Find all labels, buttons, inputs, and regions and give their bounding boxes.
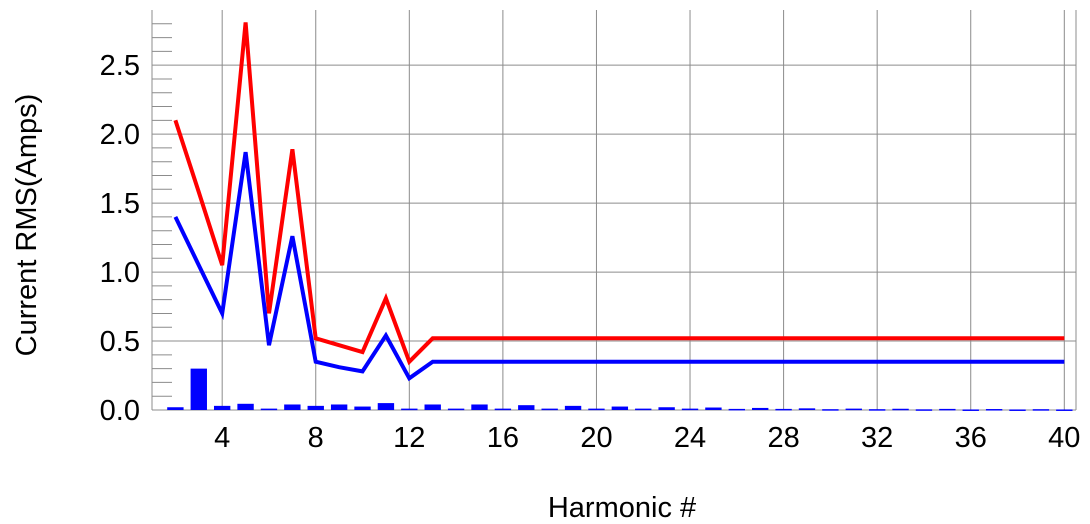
y-minor-ticks bbox=[152, 23, 172, 397]
bar-14 bbox=[447, 408, 465, 411]
grid-lines bbox=[151, 10, 1077, 411]
x-tick-labels: 4 8 12 16 20 24 28 32 36 40 bbox=[214, 422, 1080, 454]
bar-29 bbox=[798, 408, 816, 410]
bar-12 bbox=[401, 408, 418, 411]
bar-39 bbox=[1032, 409, 1050, 411]
bar-9 bbox=[330, 404, 348, 410]
x-axis-title: Harmonic # bbox=[548, 492, 696, 524]
bar-13 bbox=[424, 404, 441, 410]
x-tick-label-32: 32 bbox=[861, 422, 893, 454]
bar-37 bbox=[985, 409, 1003, 411]
y-axis-title: Current RMS(Amps) bbox=[11, 94, 43, 357]
bar-28 bbox=[775, 408, 792, 411]
x-tick-label-16: 16 bbox=[487, 422, 519, 454]
x-tick-label-40: 40 bbox=[1048, 422, 1080, 454]
bar-10 bbox=[354, 406, 371, 410]
bar-21 bbox=[611, 406, 629, 410]
bar-4 bbox=[213, 405, 231, 410]
x-tick-label-8: 8 bbox=[308, 422, 324, 454]
bar-5 bbox=[237, 403, 254, 410]
bar-27 bbox=[752, 407, 769, 410]
bar-36 bbox=[962, 409, 979, 411]
y-tick-label-1: 0.5 bbox=[100, 326, 140, 358]
bar-24 bbox=[681, 408, 699, 411]
bar-23 bbox=[658, 407, 675, 410]
bar-31 bbox=[845, 408, 862, 411]
line-series-1 bbox=[173, 151, 1065, 382]
bar-17 bbox=[518, 405, 535, 410]
bar-18 bbox=[541, 408, 558, 411]
bar-6 bbox=[260, 408, 278, 411]
x-tick-label-20: 20 bbox=[580, 422, 612, 454]
bar-35 bbox=[939, 408, 956, 411]
x-tick-label-4: 4 bbox=[214, 422, 230, 454]
y-tick-label-0: 0.0 bbox=[100, 395, 140, 427]
bar-26 bbox=[728, 408, 745, 411]
bar-33 bbox=[892, 408, 909, 411]
y-tick-label-2: 1.0 bbox=[100, 257, 140, 289]
bar-8 bbox=[307, 405, 324, 410]
bar-32 bbox=[868, 409, 886, 411]
bar-11 bbox=[377, 403, 395, 410]
bar-22 bbox=[635, 408, 652, 411]
x-tick-label-36: 36 bbox=[955, 422, 987, 454]
bar-40 bbox=[1056, 409, 1073, 411]
x-tick-label-24: 24 bbox=[674, 422, 706, 454]
bar-16 bbox=[494, 408, 512, 411]
bar-3 bbox=[190, 368, 207, 410]
bar-38 bbox=[1009, 409, 1026, 411]
x-tick-label-12: 12 bbox=[393, 422, 425, 454]
bar-7 bbox=[284, 404, 301, 410]
x-tick-label-28: 28 bbox=[767, 422, 799, 454]
y-tick-label-3: 1.5 bbox=[100, 188, 140, 220]
bar-series bbox=[167, 368, 1073, 411]
line-series-0 bbox=[173, 22, 1065, 366]
y-tick-label-5: 2.5 bbox=[100, 50, 140, 82]
bar-2 bbox=[167, 407, 184, 410]
y-tick-label-4: 2.0 bbox=[100, 119, 140, 151]
bar-34 bbox=[915, 409, 933, 411]
bar-15 bbox=[471, 404, 488, 410]
bar-20 bbox=[588, 408, 605, 411]
bar-25 bbox=[705, 407, 722, 410]
bar-30 bbox=[822, 409, 839, 411]
y-tick-labels: 0.0 0.5 1.0 1.5 2.0 2.5 bbox=[100, 50, 140, 427]
bar-19 bbox=[564, 405, 582, 410]
line-series bbox=[173, 22, 1065, 382]
